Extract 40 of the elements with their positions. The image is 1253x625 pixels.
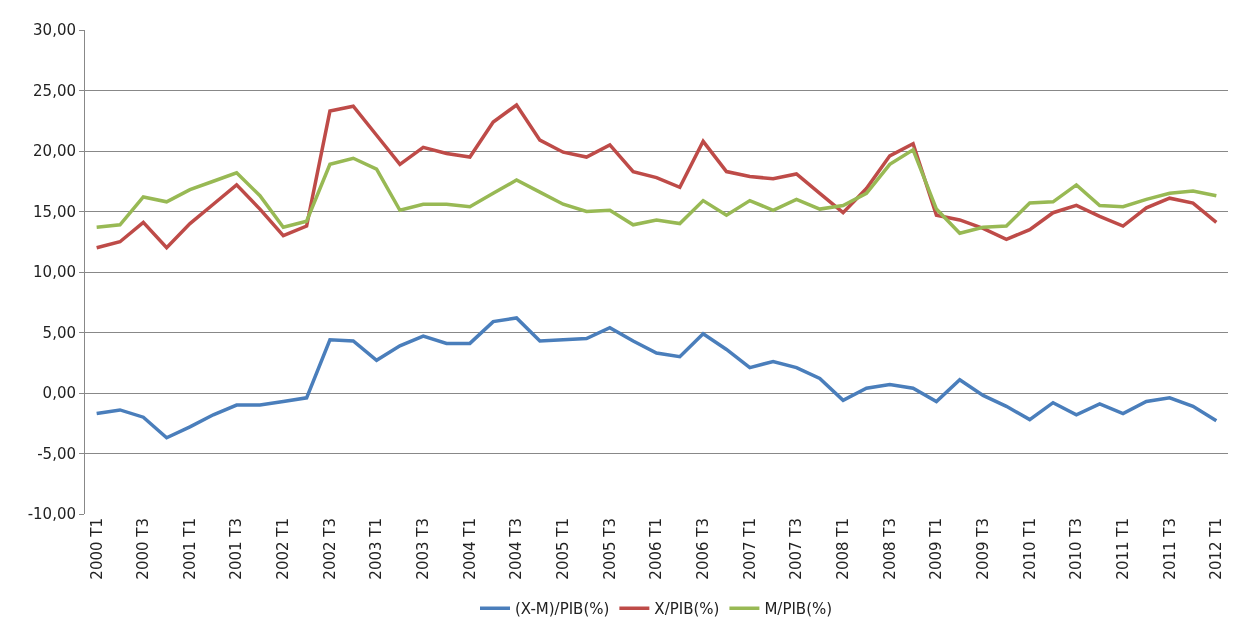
y-tick-label: 30,00: [33, 21, 76, 40]
x-tick-label: 2011 T1: [1113, 518, 1132, 580]
x-tick-label: 2009 T3: [973, 518, 992, 580]
x-tick-label: 2000 T1: [87, 518, 106, 580]
legend-label: M/PIB(%): [764, 600, 833, 619]
legend-label: (X-M)/PIB(%): [515, 600, 610, 619]
x-tick-label: 2006 T3: [694, 518, 713, 580]
y-tick-label: 5,00: [42, 323, 76, 342]
y-tick-label: 0,00: [42, 384, 76, 403]
x-tick-label: 2010 T3: [1067, 518, 1086, 580]
x-tick-label: 2010 T1: [1020, 518, 1039, 580]
y-tick-label: 10,00: [33, 263, 76, 282]
y-tick-label: 20,00: [33, 142, 76, 161]
x-tick-label: 2003 T1: [367, 518, 386, 580]
x-tick-label: 2005 T3: [600, 518, 619, 580]
x-tick-label: 2007 T3: [787, 518, 806, 580]
x-tick-label: 2009 T1: [927, 518, 946, 580]
x-tick-label: 2012 T1: [1207, 518, 1226, 580]
y-tick-label: -5,00: [37, 444, 76, 463]
x-tick-label: 2003 T3: [414, 518, 433, 580]
line-series: [94, 103, 1219, 250]
x-tick-label: 2006 T1: [647, 518, 666, 580]
y-tick-label: 15,00: [33, 202, 76, 221]
x-tick-label: 2000 T3: [134, 518, 153, 580]
legend-label: X/PIB(%): [654, 600, 720, 619]
x-tick-label: 2002 T1: [274, 518, 293, 580]
y-tick-label: -10,00: [27, 505, 76, 524]
x-tick-label: 2002 T3: [320, 518, 339, 580]
x-tick-label: 2011 T3: [1160, 518, 1179, 580]
line-series: [94, 316, 1219, 440]
x-tick-label: 2008 T3: [880, 518, 899, 580]
x-tick-label: 2001 T1: [180, 518, 199, 580]
line-series: [94, 148, 1219, 236]
x-tick-label: 2001 T3: [227, 518, 246, 580]
x-tick-label: 2005 T1: [554, 518, 573, 580]
x-tick-label: 2007 T1: [740, 518, 759, 580]
x-tick-label: 2008 T1: [833, 518, 852, 580]
x-tick-label: 2004 T3: [507, 518, 526, 580]
x-tick-label: 2004 T1: [460, 518, 479, 580]
y-tick-label: 25,00: [33, 81, 76, 100]
